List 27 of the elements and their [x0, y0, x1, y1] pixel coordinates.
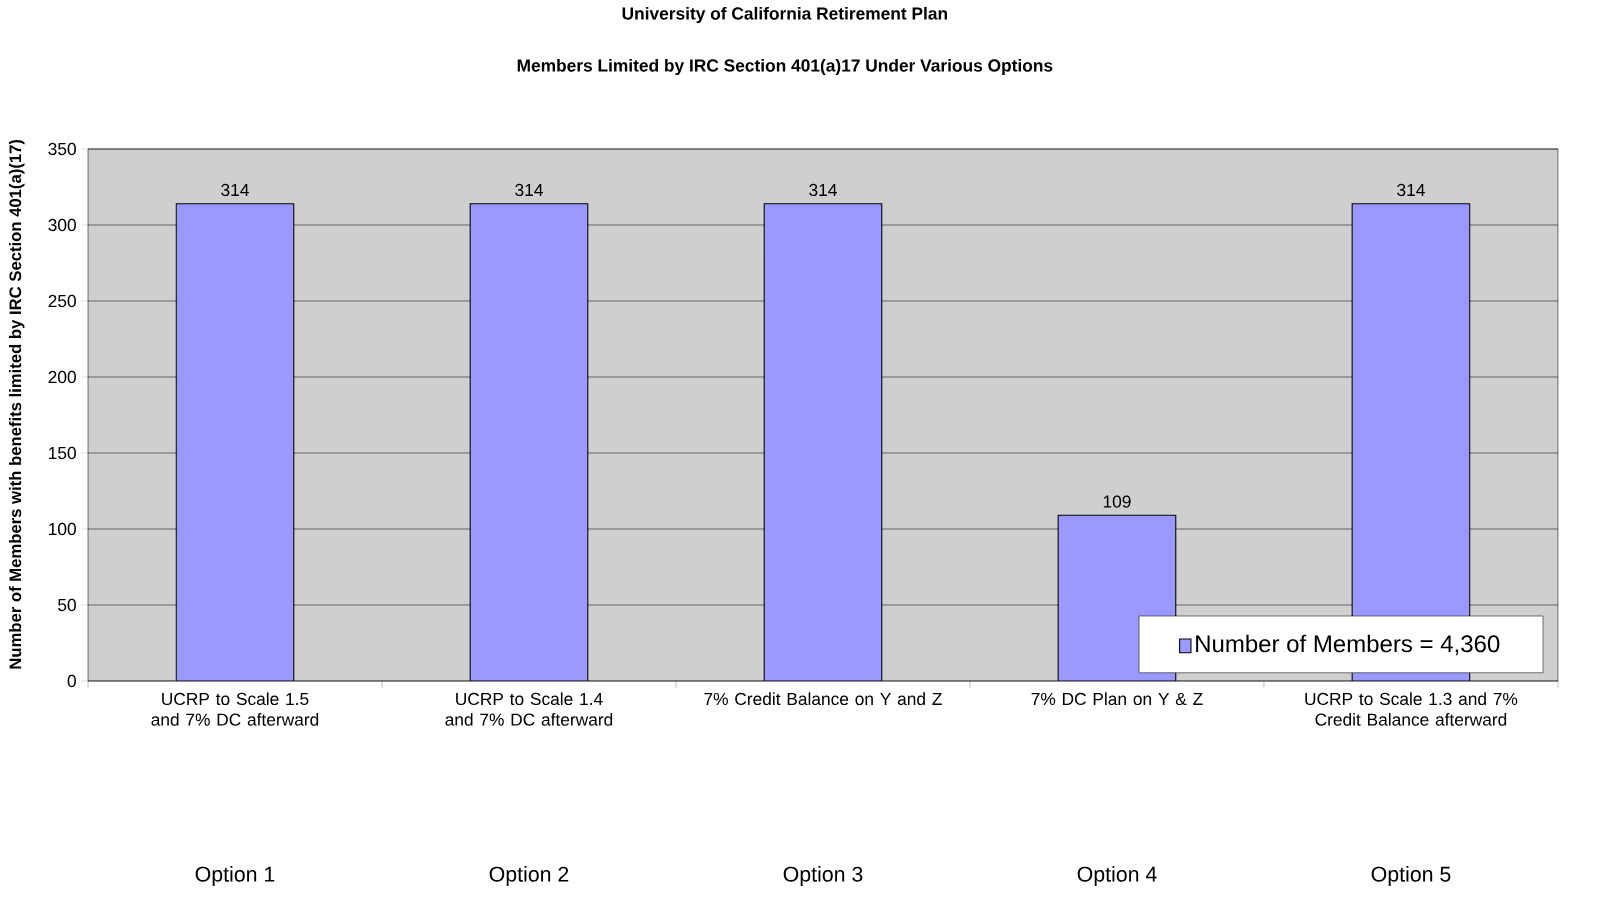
data-label: 314 [809, 183, 837, 197]
data-label: 314 [221, 183, 249, 197]
x-tick-label: 7% Credit Balance on Y and Z [704, 692, 942, 706]
data-label: 109 [1103, 495, 1131, 508]
y-tick-label: 100 [49, 522, 76, 536]
chart-title: University of California Retirement Plan [622, 6, 948, 24]
text: Option 4 [1077, 866, 1157, 886]
y-tick-label: 250 [48, 294, 76, 308]
text: Option 5 [1371, 866, 1451, 886]
y-tick-label: 300 [48, 218, 76, 232]
y-tick-label: 150 [49, 446, 76, 460]
text: Option 2 [489, 866, 569, 886]
x-tick-label: 7% DC Plan on Y & Z [1031, 692, 1203, 706]
legend-label: Number of Members = 4,360 [1196, 634, 1500, 656]
data-label: 314 [515, 183, 543, 197]
text: Option 3 [783, 866, 863, 886]
y-tick-label: 50 [58, 598, 76, 612]
text: Option 1 [195, 866, 275, 886]
x-tick-label: UCRP to Scale 1.3 and 7% Credit Balance afterward [1305, 692, 1518, 726]
x-tick-label: UCRP to Scale 1.5 and 7% DC afterward [151, 692, 319, 726]
y-axis-title: Number of Members with benefits limited by IRC Section 401(a)(17) [8, 139, 25, 669]
y-tick-label: 0 [67, 674, 76, 688]
y-tick-label: 350 [48, 142, 76, 156]
data-label: 314 [1397, 183, 1425, 197]
y-tick-label: 200 [48, 370, 76, 384]
x-tick-label: UCRP to Scale 1.4 and 7% DC afterward [445, 692, 613, 726]
chart-subtitle: Members Limited by IRC Section 401(a)17 Under Various Options [517, 58, 1053, 76]
